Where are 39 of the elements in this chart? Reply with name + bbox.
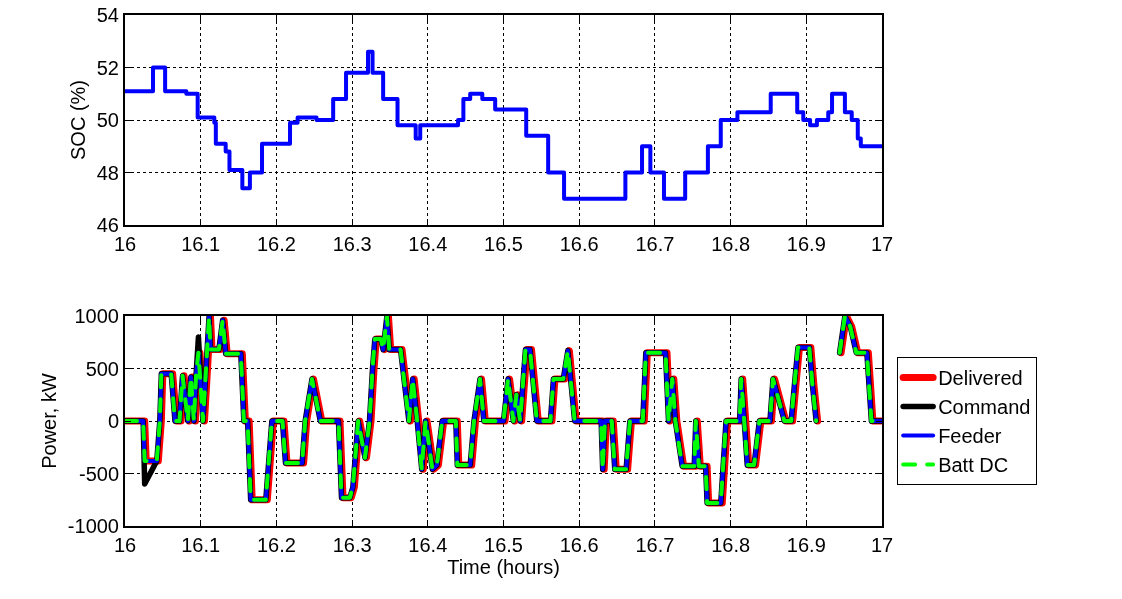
legend-label: Delivered — [938, 367, 1023, 390]
y-tick-label: -500 — [78, 462, 119, 485]
y-tick-label: 500 — [85, 357, 119, 380]
x-tick-label: 16.9 — [786, 534, 826, 556]
legend-label: Command — [938, 396, 1031, 419]
x-tick-label: 16.1 — [181, 534, 221, 556]
x-tick-label: 16.2 — [256, 534, 296, 556]
x-tick-label: 16.5 — [484, 534, 523, 556]
y-tick-label: 1000 — [74, 305, 119, 327]
legend-label: Feeder — [938, 425, 1002, 448]
x-tick-label: 16.3 — [332, 233, 372, 255]
x-tick-label: 16.4 — [408, 534, 448, 556]
x-tick-label: 16.9 — [786, 233, 826, 255]
x-tick-label: 16.8 — [711, 233, 751, 255]
y-axis-title: Power, kW — [37, 373, 60, 469]
legend-label: Batt DC — [938, 454, 1009, 477]
y-tick-label: 46 — [96, 214, 119, 236]
x-tick-label: 16.4 — [408, 233, 448, 255]
x-tick-label: 17 — [870, 233, 894, 255]
x-tick-label: 17 — [870, 534, 894, 556]
x-tick-label: 16 — [113, 534, 137, 556]
y-tick-label: -1000 — [67, 515, 119, 537]
y-tick-label: 0 — [107, 410, 119, 432]
x-tick-label: 16.6 — [559, 233, 599, 255]
y-axis-title: SOC (%) — [66, 80, 89, 160]
x-tick-label: 16.6 — [559, 534, 599, 556]
x-tick-label: 16.7 — [635, 233, 675, 255]
x-axis-title: Time (hours) — [447, 556, 560, 578]
x-tick-label: 16.8 — [711, 534, 751, 556]
y-tick-label: 52 — [96, 56, 119, 79]
y-tick-label: 48 — [96, 161, 119, 184]
x-tick-label: 16.1 — [181, 233, 221, 255]
y-tick-label: 54 — [96, 4, 119, 26]
y-tick-label: 50 — [96, 109, 119, 131]
x-tick-label: 16.7 — [635, 534, 675, 556]
x-tick-label: 16.3 — [332, 534, 372, 556]
x-tick-label: 16.5 — [484, 233, 523, 255]
x-tick-label: 16.2 — [256, 233, 296, 255]
x-tick-label: 16 — [113, 233, 137, 255]
